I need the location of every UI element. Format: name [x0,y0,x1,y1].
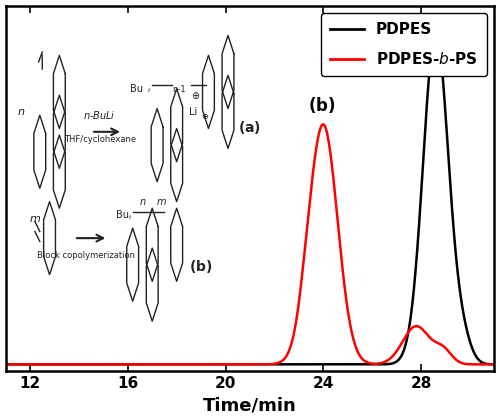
Bar [6,5,262,371]
PDPES [433,30,439,35]
Text: $_t$: $_t$ [148,87,152,95]
Text: m: m [30,213,41,223]
Text: $\mathbf{(b)}$: $\mathbf{(b)}$ [189,258,212,276]
PDPES-$b$-PS [482,362,488,367]
Text: Li: Li [189,107,197,117]
PDPES [88,362,94,367]
Legend: PDPES, PDPES-$b$-PS: PDPES, PDPES-$b$-PS [321,13,487,76]
PDPES [211,362,217,367]
Text: $\oplus$: $\oplus$ [192,89,200,100]
PDPES-$b$-PS [2,362,8,367]
Text: $n$-BuLi: $n$-BuLi [84,108,116,121]
Text: Block copolymerization: Block copolymerization [37,251,135,260]
PDPES [2,362,8,367]
Text: $\mathbf{(a)}$: $\mathbf{(a)}$ [238,119,260,136]
PDPES-$b$-PS [211,362,217,367]
Text: $\oplus$: $\oplus$ [201,112,209,121]
Line: PDPES: PDPES [6,32,494,365]
Text: n: n [18,107,25,117]
Text: $_t$: $_t$ [128,213,132,222]
Text: Bu: Bu [116,210,128,220]
Line: PDPES-$b$-PS: PDPES-$b$-PS [6,124,494,365]
PDPES-$b$-PS [430,337,436,342]
PDPES [190,362,196,367]
Text: Bu: Bu [130,84,143,94]
PDPES [58,362,64,367]
Text: n-1: n-1 [172,85,186,94]
Text: n: n [140,197,146,207]
PDPES [492,362,498,367]
PDPES-$b$-PS [492,362,498,367]
Text: THF/cyclohexane: THF/cyclohexane [64,135,136,144]
PDPES-$b$-PS [58,362,64,367]
PDPES-$b$-PS [320,122,326,127]
PDPES-$b$-PS [190,362,196,367]
Text: m: m [157,197,166,207]
Text: $\mathbf{(b)}$: $\mathbf{(b)}$ [308,95,336,115]
PDPES [429,43,435,48]
X-axis label: Time/min: Time/min [203,396,297,415]
Text: $\mathbf{(a)}$: $\mathbf{(a)}$ [424,39,450,59]
PDPES [482,361,488,366]
PDPES-$b$-PS [88,362,94,367]
